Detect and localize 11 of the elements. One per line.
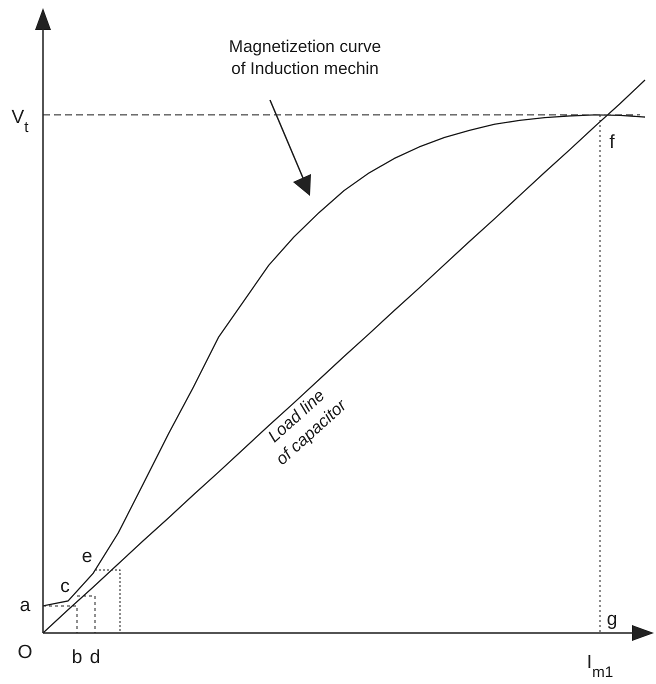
ref-line-label: V$_{t}$ — [12, 106, 30, 136]
text: d — [90, 647, 100, 668]
annotation: g — [606, 609, 618, 630]
text: O — [18, 642, 32, 663]
text: b — [72, 647, 82, 668]
annotation: e — [82, 546, 92, 567]
annotation: f — [609, 132, 616, 153]
text: I$_{m1}$ — [586, 652, 614, 680]
text: a — [20, 595, 31, 616]
annotation: c — [60, 576, 70, 597]
text: Magnetizetion curve of Induction mechin — [228, 37, 382, 78]
